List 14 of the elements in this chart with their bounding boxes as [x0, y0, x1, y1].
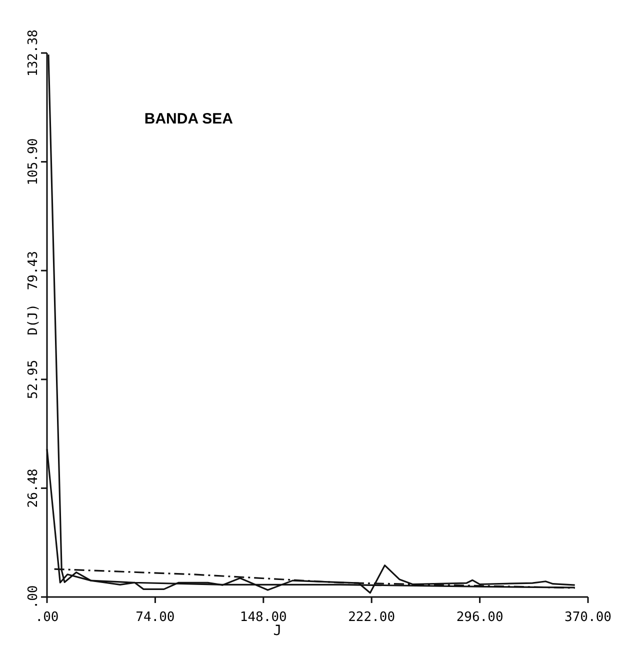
x-tick-label: 370.00	[564, 610, 612, 625]
y-tick-label: 52.95	[26, 360, 41, 399]
y-tick-label: 132.38	[26, 30, 41, 76]
x-tick-label: 222.00	[348, 610, 396, 625]
x-tick-label: 296.00	[456, 610, 504, 625]
x-tick-label: 148.00	[240, 610, 287, 625]
y-tick-label: 79.43	[26, 251, 41, 290]
text: BANDA SEA	[144, 110, 234, 128]
y-tick-label: .00	[26, 585, 41, 609]
x-axis-title: J	[273, 623, 282, 639]
x-tick-label: 74.00	[136, 610, 175, 625]
y-tick-label: 26.48	[26, 468, 41, 508]
y-tick-label: 105.90	[26, 138, 41, 186]
y-axis-title: D(J)	[26, 304, 41, 336]
